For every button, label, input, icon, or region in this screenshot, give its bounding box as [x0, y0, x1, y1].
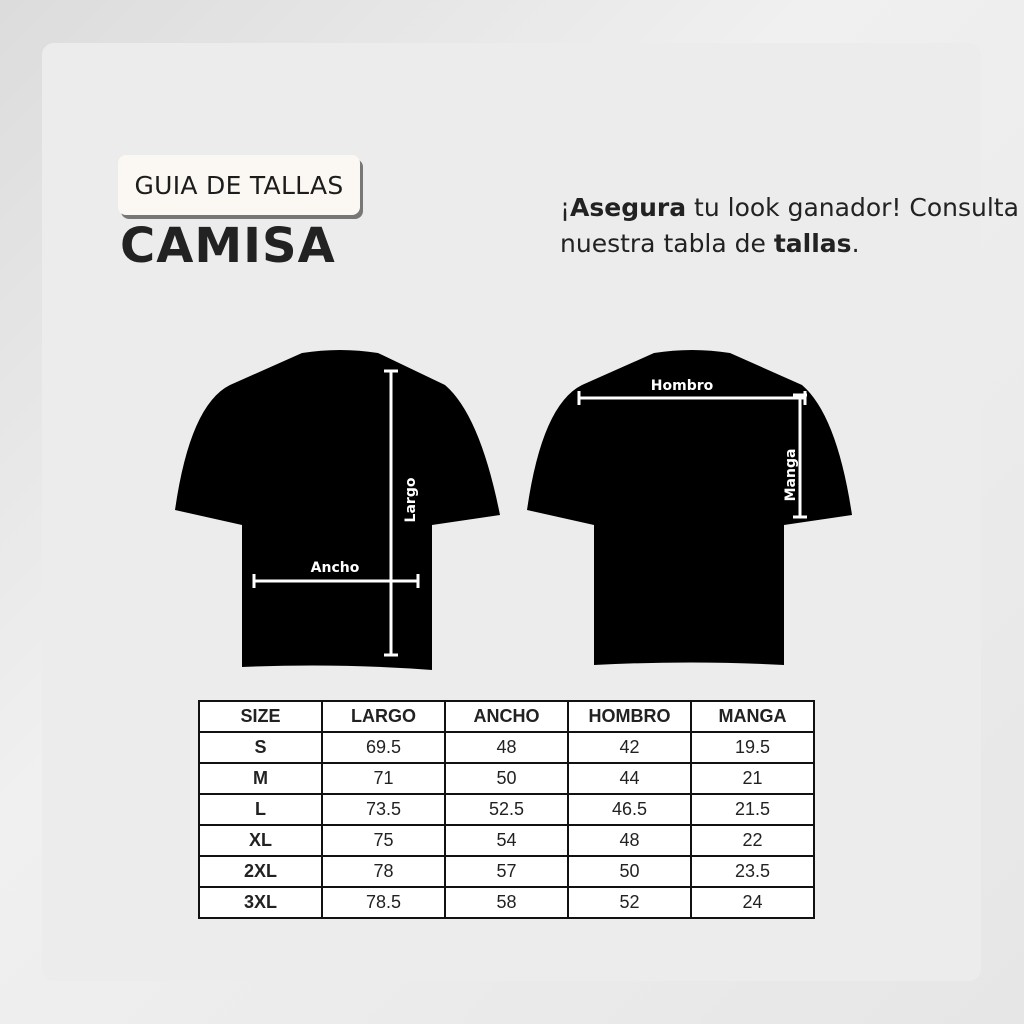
value-cell: 46.5 [567, 793, 692, 826]
size-table: SIZE LARGO ANCHO HOMBRO MANGA S 69.5 48 42 1… [198, 700, 815, 919]
tagline-bold1: Asegura [570, 193, 687, 222]
value-cell: 50 [567, 855, 692, 888]
table-row: L 73.5 52.5 46.5 21.5 [198, 793, 815, 826]
value-cell: 24 [690, 886, 815, 919]
tagline-mid: tu look ganador! Consulta nuestra tabla … [560, 193, 1019, 258]
table-row: XL 75 54 48 22 [198, 824, 815, 857]
size-cell: S [198, 731, 323, 764]
tagline-pre: ¡ [560, 193, 571, 222]
value-cell: 50 [444, 762, 569, 795]
value-cell: 78.5 [321, 886, 446, 919]
header-hombro: HOMBRO [567, 700, 692, 733]
size-cell: XL [198, 824, 323, 857]
table-row: S 69.5 48 42 19.5 [198, 731, 815, 764]
value-cell: 42 [567, 731, 692, 764]
value-cell: 54 [444, 824, 569, 857]
size-cell: L [198, 793, 323, 826]
value-cell: 73.5 [321, 793, 446, 826]
hombro-label: Hombro [651, 378, 714, 394]
value-cell: 19.5 [690, 731, 815, 764]
guide-badge: GUIA DE TALLAS [118, 155, 360, 215]
tagline: ¡Asegura tu look ganador! Consulta nuest… [560, 190, 1024, 262]
value-cell: 21.5 [690, 793, 815, 826]
value-cell: 57 [444, 855, 569, 888]
tagline-end: . [851, 229, 860, 258]
manga-label: Manga [783, 449, 799, 502]
value-cell: 52.5 [444, 793, 569, 826]
page-title: CAMISA [120, 218, 336, 274]
size-cell: 3XL [198, 886, 323, 919]
value-cell: 69.5 [321, 731, 446, 764]
header-ancho: ANCHO [444, 700, 569, 733]
size-cell: M [198, 762, 323, 795]
ancho-label: Ancho [311, 560, 360, 576]
value-cell: 58 [444, 886, 569, 919]
table-row: M 71 50 44 21 [198, 762, 815, 795]
value-cell: 48 [567, 824, 692, 857]
value-cell: 48 [444, 731, 569, 764]
table-row: 3XL 78.5 58 52 24 [198, 886, 815, 919]
tagline-bold2: tallas [773, 229, 852, 258]
back-shirt-icon [527, 350, 852, 665]
header-size: SIZE [198, 700, 323, 733]
value-cell: 22 [690, 824, 815, 857]
value-cell: 21 [690, 762, 815, 795]
value-cell: 78 [321, 855, 446, 888]
header-largo: LARGO [321, 700, 446, 733]
front-shirt-icon [175, 350, 500, 670]
table-header-row: SIZE LARGO ANCHO HOMBRO MANGA [198, 700, 815, 733]
front-shirt-diagram: Largo Ancho [175, 350, 500, 670]
header-manga: MANGA [690, 700, 815, 733]
value-cell: 52 [567, 886, 692, 919]
value-cell: 71 [321, 762, 446, 795]
size-cell: 2XL [198, 855, 323, 888]
value-cell: 75 [321, 824, 446, 857]
largo-label: Largo [403, 477, 419, 522]
value-cell: 23.5 [690, 855, 815, 888]
back-shirt-diagram: Hombro Manga [527, 350, 852, 665]
table-row: 2XL 78 57 50 23.5 [198, 855, 815, 888]
value-cell: 44 [567, 762, 692, 795]
